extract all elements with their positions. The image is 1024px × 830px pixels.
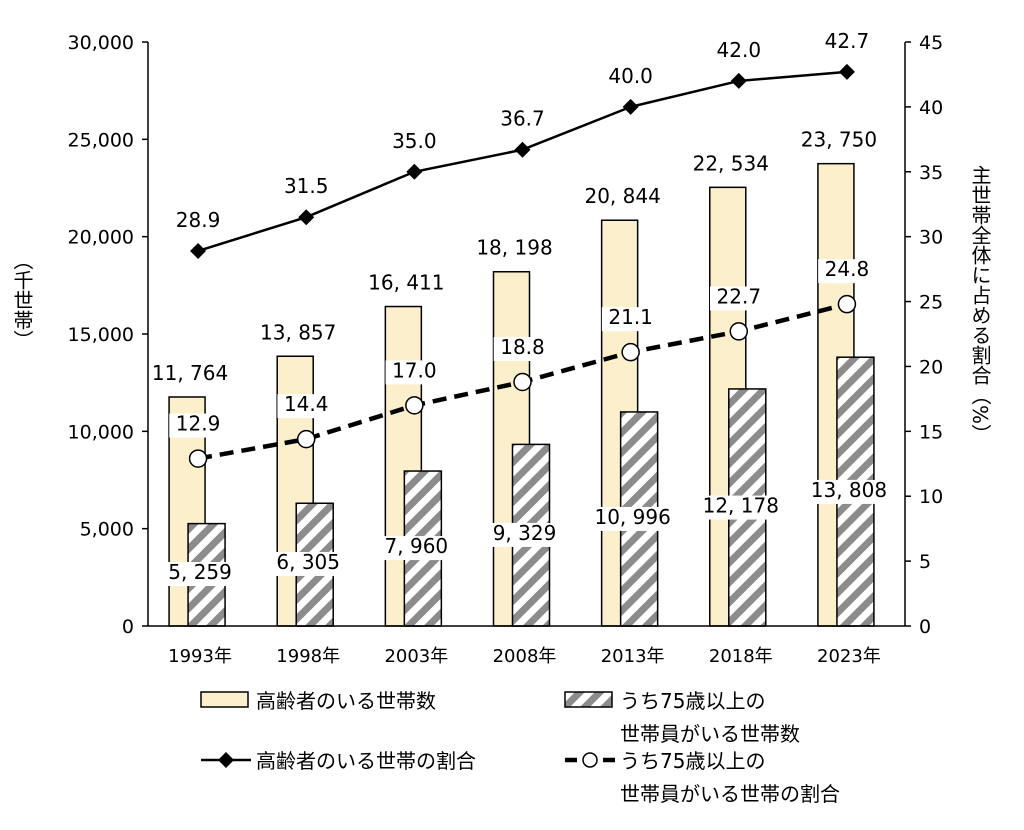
label-elderly-ratio: 31.5	[284, 174, 329, 198]
label-75plus-households-bg	[585, 506, 681, 531]
legend-label-elderly-households: 高齢者のいる世帯数	[256, 689, 436, 713]
label-elderly-households: 20, 844	[584, 184, 660, 208]
label-elderly-ratio: 42.7	[825, 29, 870, 53]
right-tick-label: 30	[919, 227, 943, 249]
right-tick-label: 25	[919, 292, 943, 314]
label-75plus-ratio: 22.7	[717, 284, 762, 308]
x-tick-label: 2003年	[384, 646, 448, 667]
marker-diamond	[190, 242, 207, 259]
legend-swatch-elderly-households	[200, 691, 249, 708]
label-75plus-ratio: 18.8	[500, 335, 545, 359]
label-75plus-households: 13, 808	[811, 478, 887, 502]
right-tick-label: 20	[919, 356, 943, 378]
marker-circle	[513, 372, 532, 392]
label-elderly-ratio: 36.7	[500, 107, 545, 131]
right-tick-label: 35	[919, 162, 943, 184]
label-75plus-ratio-bg	[169, 413, 227, 438]
legend-swatch-75plus-households	[564, 691, 613, 708]
label-75plus-ratio: 12.9	[176, 412, 221, 436]
label-75plus-households: 5, 259	[168, 560, 232, 584]
label-elderly-households: 23, 750	[801, 128, 877, 152]
right-tick-label: 15	[919, 421, 943, 443]
marker-circle	[621, 342, 640, 362]
marker-circle	[405, 396, 424, 415]
label-75plus-households: 10, 996	[594, 505, 670, 529]
label-elderly-households: 11, 764	[152, 361, 228, 385]
label-75plus-ratio: 24.8	[825, 257, 870, 281]
marker-diamond	[730, 72, 747, 89]
label-75plus-households-bg	[267, 551, 350, 576]
label-75plus-households-bg	[375, 536, 458, 561]
left-tick-label: 0	[122, 616, 134, 638]
label-elderly-ratio: 40.0	[608, 64, 653, 88]
marker-circle	[837, 294, 857, 314]
left-tick-label: 20,000	[68, 227, 134, 249]
left-tick-label: 10,000	[68, 421, 134, 443]
label-elderly-households: 22, 534	[693, 151, 769, 175]
marker-circle	[729, 322, 749, 341]
label-75plus-ratio: 14.4	[284, 392, 329, 416]
left-tick-label: 25,000	[68, 129, 134, 151]
right-tick-label: 0	[919, 616, 931, 638]
right-tick-label: 10	[919, 486, 943, 508]
right-tick-label: 40	[919, 97, 943, 119]
legend-label-75plus-households: うち75歳以上の	[620, 689, 765, 713]
left-tick-label: 30,000	[68, 32, 134, 54]
left-axis-label: （千世帯）	[10, 250, 34, 350]
marker-diamond	[622, 98, 639, 115]
label-75plus-households-bg	[693, 495, 789, 520]
label-75plus-households-bg	[158, 562, 242, 586]
label-elderly-ratio: 28.9	[176, 208, 221, 232]
label-75plus-households: 7, 960	[385, 534, 449, 558]
marker-diamond	[298, 209, 315, 226]
label-elderly-households: 16, 411	[368, 271, 444, 295]
x-tick-label: 1993年	[168, 646, 232, 667]
marker-diamond	[838, 63, 855, 80]
label-elderly-ratio: 35.0	[392, 129, 437, 153]
x-tick-label: 1998年	[276, 646, 340, 667]
label-75plus-households: 6, 305	[276, 550, 340, 574]
legend-diamond-icon	[218, 752, 234, 768]
marker-diamond	[514, 141, 531, 158]
x-tick-label: 2018年	[709, 646, 773, 667]
marker-circle	[296, 429, 316, 449]
label-75plus-households-bg	[483, 522, 566, 547]
legend-label-75plus-households: 世帯員がいる世帯数	[620, 722, 800, 746]
label-75plus-ratio-bg	[601, 307, 660, 332]
label-75plus-ratio-bg	[277, 394, 336, 419]
label-75plus-households: 9, 329	[493, 521, 557, 545]
legend-label-75plus-ratio: 世帯員がいる世帯の割合	[620, 782, 840, 806]
right-axis-label: 主世帯全体に占める割合（%）	[968, 165, 992, 444]
left-tick-label: 5,000	[80, 519, 134, 541]
x-tick-label: 2023年	[817, 646, 881, 667]
x-tick-label: 2013年	[601, 646, 665, 667]
right-tick-label: 45	[919, 32, 943, 54]
label-elderly-households: 13, 857	[260, 320, 336, 344]
label-elderly-ratio: 42.0	[717, 38, 762, 62]
legend-circle-icon	[582, 752, 598, 768]
label-75plus-households-bg	[801, 479, 897, 504]
label-75plus-households: 12, 178	[703, 494, 779, 518]
label-75plus-ratio-bg	[818, 259, 876, 284]
legend-label-elderly-ratio: 高齢者のいる世帯の割合	[256, 749, 476, 773]
label-75plus-ratio: 21.1	[608, 305, 653, 329]
left-tick-label: 15,000	[68, 324, 134, 346]
right-tick-label: 5	[919, 551, 931, 573]
label-elderly-households: 18, 198	[476, 236, 552, 260]
marker-circle	[188, 449, 208, 468]
marker-diamond	[406, 163, 423, 180]
label-75plus-ratio-bg	[709, 286, 768, 311]
legend-label-75plus-ratio: うち75歳以上の	[620, 749, 765, 773]
label-75plus-ratio-bg	[385, 360, 444, 385]
x-tick-label: 2008年	[493, 646, 557, 667]
label-75plus-ratio: 17.0	[392, 358, 437, 382]
label-75plus-ratio-bg	[493, 337, 552, 362]
